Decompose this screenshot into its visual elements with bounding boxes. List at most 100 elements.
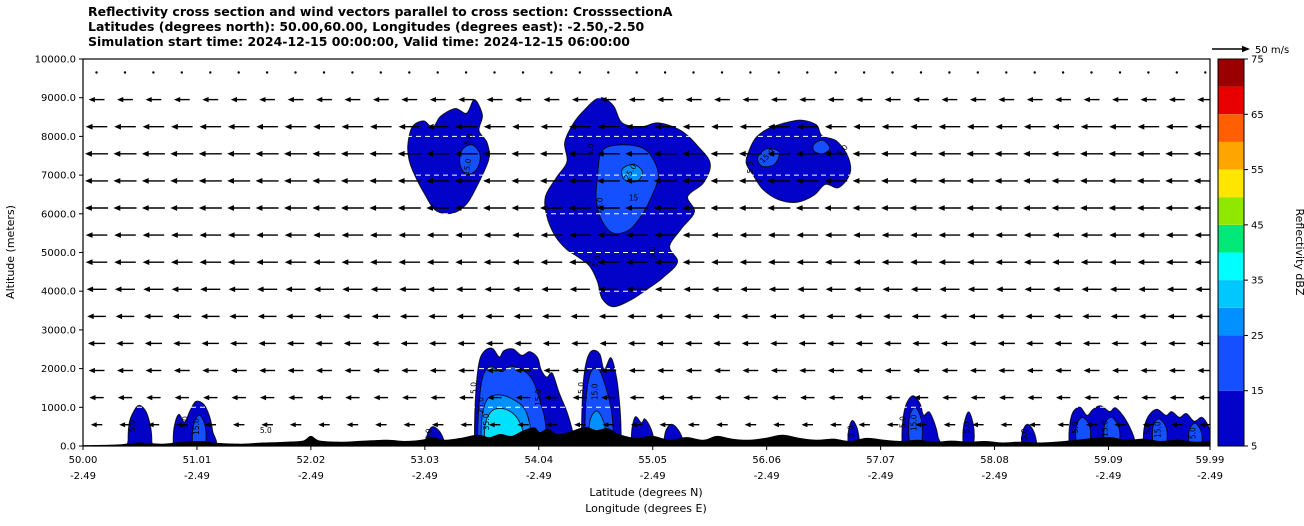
wind-arrow-head [710,205,718,211]
wind-arrow-head [796,259,804,265]
wind-arrow-head [1026,340,1033,347]
wind-arrow-head [256,232,263,238]
wind-arrow-head [966,150,974,157]
wind-arrow-head [86,286,94,293]
contour-label: 5.0 [585,143,595,156]
wind-arrow-head [853,232,860,238]
wind-arrow-head [598,286,605,293]
wind-arrow-head [545,422,552,428]
chart-title-line1: Reflectivity cross section and wind vect… [88,4,673,19]
wind-arrow-head [599,340,606,347]
wind-arrow-head [316,367,323,374]
wind-arrow-head [340,150,348,157]
wind-arrow-head [653,150,661,157]
wind-arrow-head [114,286,122,293]
wind-arrow-head [1194,232,1202,238]
wind-arrow-head [202,367,209,374]
wind-arrow-dot [265,71,269,74]
wind-arrow-head [144,340,152,347]
wind-arrow-head [431,422,438,428]
wind-arrow-head [397,178,405,184]
wind-arrow-head [318,422,325,428]
wind-arrow-head [824,150,831,157]
wind-arrow-head [85,259,93,265]
wind-arrow-head [369,178,377,184]
colorbar-segment [1218,197,1244,225]
wind-arrow-head [1193,178,1201,184]
wind-arrow-head [399,313,407,320]
wind-arrow-head [767,205,775,211]
wind-arrow-head [1166,232,1173,238]
wind-arrow-head [828,395,835,401]
wind-arrow-head [967,259,974,265]
wind-arrow-head [1196,340,1203,347]
reflectivity-contour-region [1188,422,1203,446]
wind-arrow-head [430,395,437,401]
wind-arrow-head [597,259,605,265]
wind-arrow-head [1082,313,1089,320]
wind-arrow-head [174,395,181,401]
wind-arrow-head [852,150,860,157]
wind-arrow-head [1171,422,1177,428]
wind-arrow-head [455,232,462,238]
wind-arrow-head [800,395,807,401]
wind-arrow-head [284,123,292,130]
wind-arrow-head [942,395,949,401]
wind-arrow-head [883,340,891,347]
wind-arrow-head [1027,395,1034,401]
wind-arrow-head [768,123,775,130]
colorbar-border [1217,58,1245,447]
wind-arrow-head [966,178,974,184]
wind-arrow-head [1109,232,1116,238]
colorbar-segment [1218,252,1244,281]
wind-arrow-head [203,395,210,401]
wind-arrow-head [113,178,121,184]
wind-arrow-head [1111,340,1118,347]
contour-label: 5.0 [847,425,856,437]
wind-arrow-head [483,178,490,184]
wind-arrow-head [199,259,207,265]
wind-arrow-head [572,395,579,401]
wind-arrow-head [1165,150,1173,157]
wind-arrow-head [912,340,919,347]
wind-arrow-head [799,367,806,374]
wind-legend-label: 50 m/s [1255,45,1289,56]
wind-arrow-dot [607,71,610,74]
wind-arrow-head [511,205,519,211]
contour-label: 25.0 [477,397,486,414]
wind-arrow-head [512,259,519,265]
wind-arrow-head [937,205,945,211]
colorbar-segment [1218,335,1244,391]
contour-label: 5.0 [128,420,137,432]
wind-arrow-head [654,232,661,238]
wind-arrow-head [1083,97,1090,103]
wind-arrow-head [512,123,519,130]
wind-arrow-head [1051,205,1059,211]
wind-arrow-head [483,259,491,265]
wind-arrow-head [515,395,522,401]
wind-arrow-head [574,422,580,428]
wind-legend-arrow-icon [1212,45,1250,53]
x-tick-label-latitude: 59.99 [1196,455,1225,466]
wind-arrow-dot [123,71,127,74]
wind-arrow-head [199,123,207,130]
wind-arrow-head [913,97,920,103]
y-tick-label: 9000.0 [41,93,76,104]
wind-arrow-head [284,178,291,184]
wind-arrow-dot [436,71,439,74]
wind-arrow-head [940,313,947,320]
contour-label: 15.0 [534,389,543,406]
wind-arrow-head [1137,232,1145,238]
wind-arrow-head [232,422,239,428]
wind-arrow-head [1195,286,1202,293]
wind-arrow-head [1026,367,1033,374]
wind-arrow-head [881,232,889,238]
colorbar-tick-label: 55 [1251,165,1264,176]
wind-arrow-head [144,313,151,320]
wind-arrow-dot [862,71,866,74]
wind-arrow-head [682,123,690,130]
wind-arrow-head [824,259,832,265]
wind-arrow-head [1080,205,1087,211]
wind-arrow-head [824,178,831,184]
